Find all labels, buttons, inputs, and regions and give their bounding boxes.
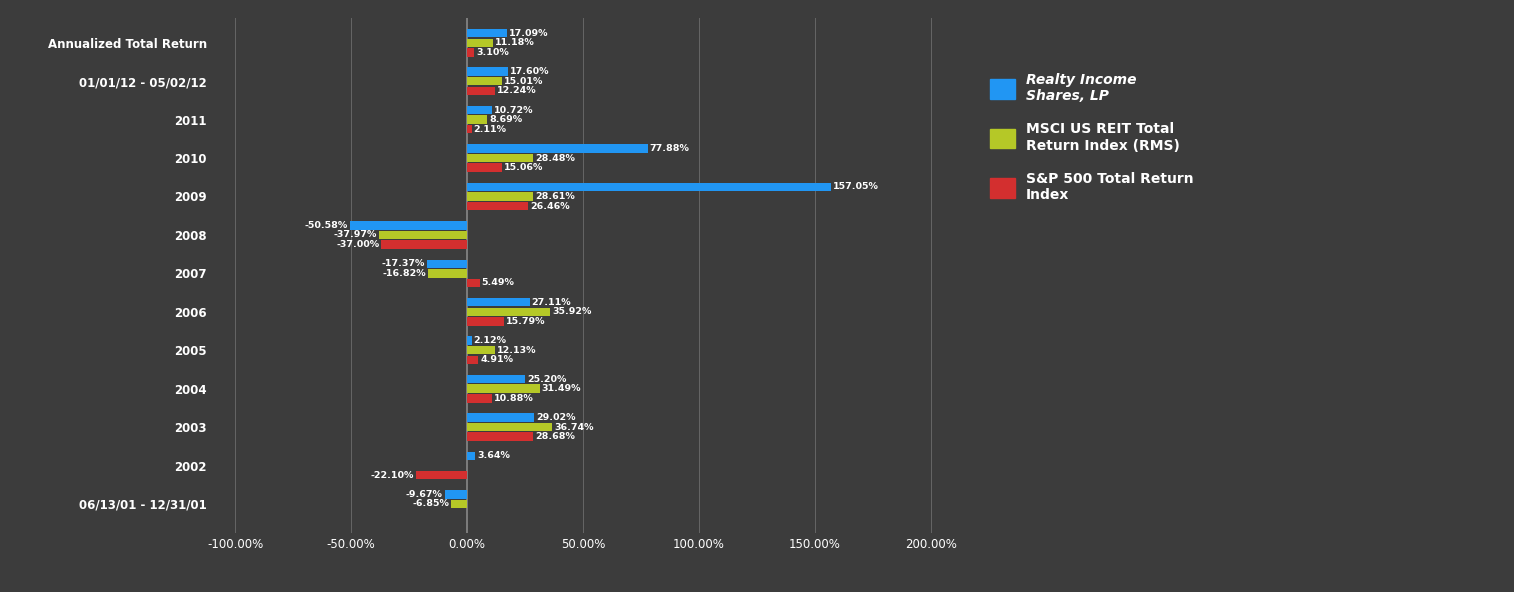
Text: -22.10%: -22.10% <box>371 471 413 480</box>
Text: 3.10%: 3.10% <box>475 48 509 57</box>
Bar <box>466 38 494 47</box>
Text: 36.74%: 36.74% <box>554 423 593 432</box>
Bar <box>466 433 533 441</box>
Text: 28.68%: 28.68% <box>536 432 575 441</box>
Bar <box>382 240 466 249</box>
Text: 28.48%: 28.48% <box>534 153 575 163</box>
Text: 12.24%: 12.24% <box>497 86 537 95</box>
Bar <box>350 221 466 230</box>
Text: 12.13%: 12.13% <box>497 346 536 355</box>
Text: 11.18%: 11.18% <box>495 38 534 47</box>
Text: 31.49%: 31.49% <box>542 384 581 393</box>
Bar <box>466 163 501 172</box>
Text: 35.92%: 35.92% <box>553 307 592 316</box>
Bar <box>466 308 550 316</box>
Text: -9.67%: -9.67% <box>406 490 442 499</box>
Text: 26.46%: 26.46% <box>530 202 569 211</box>
Bar <box>466 183 831 191</box>
Bar <box>466 202 528 210</box>
Bar <box>445 490 466 498</box>
Text: 4.91%: 4.91% <box>480 355 513 364</box>
Text: 17.60%: 17.60% <box>510 67 550 76</box>
Text: 17.09%: 17.09% <box>509 28 548 38</box>
Text: -6.85%: -6.85% <box>412 500 450 509</box>
Bar <box>466 29 507 37</box>
Bar <box>466 298 530 307</box>
Bar <box>466 423 553 432</box>
Bar <box>416 471 466 480</box>
Bar <box>466 384 540 393</box>
Bar <box>466 144 648 153</box>
Text: 25.20%: 25.20% <box>527 375 566 384</box>
Legend: Realty Income
Shares, LP, MSCI US REIT Total
Return Index (RMS), S&P 500 Total R: Realty Income Shares, LP, MSCI US REIT T… <box>983 66 1201 210</box>
Text: 29.02%: 29.02% <box>536 413 575 422</box>
Text: -16.82%: -16.82% <box>383 269 425 278</box>
Text: 10.72%: 10.72% <box>494 105 533 114</box>
Bar <box>466 346 495 355</box>
Bar <box>466 77 501 85</box>
Text: -37.00%: -37.00% <box>336 240 380 249</box>
Text: 2.11%: 2.11% <box>474 125 507 134</box>
Bar <box>466 452 475 460</box>
Bar <box>451 500 466 508</box>
Text: -37.97%: -37.97% <box>333 230 377 239</box>
Text: 8.69%: 8.69% <box>489 115 522 124</box>
Text: -50.58%: -50.58% <box>304 221 348 230</box>
Bar <box>428 269 466 278</box>
Text: 15.06%: 15.06% <box>504 163 544 172</box>
Text: 77.88%: 77.88% <box>650 144 689 153</box>
Bar <box>466 125 472 133</box>
Text: 157.05%: 157.05% <box>833 182 878 191</box>
Bar <box>466 192 533 201</box>
Bar <box>466 356 478 364</box>
Bar <box>466 106 492 114</box>
Text: 15.79%: 15.79% <box>506 317 545 326</box>
Text: 2.12%: 2.12% <box>474 336 507 345</box>
Bar <box>466 86 495 95</box>
Text: 3.64%: 3.64% <box>477 452 510 461</box>
Bar <box>427 259 466 268</box>
Text: 10.88%: 10.88% <box>494 394 534 403</box>
Bar <box>466 413 534 422</box>
Bar <box>466 279 480 287</box>
Bar <box>466 375 525 383</box>
Bar <box>466 394 492 403</box>
Bar <box>466 115 488 124</box>
Bar <box>466 336 472 345</box>
Bar <box>466 154 533 162</box>
Bar <box>466 48 474 57</box>
Text: 5.49%: 5.49% <box>481 278 515 288</box>
Bar <box>466 67 507 76</box>
Text: 28.61%: 28.61% <box>534 192 575 201</box>
Bar <box>466 317 504 326</box>
Text: -17.37%: -17.37% <box>382 259 425 268</box>
Text: 27.11%: 27.11% <box>531 298 571 307</box>
Bar <box>378 231 466 239</box>
Text: 15.01%: 15.01% <box>504 77 544 86</box>
